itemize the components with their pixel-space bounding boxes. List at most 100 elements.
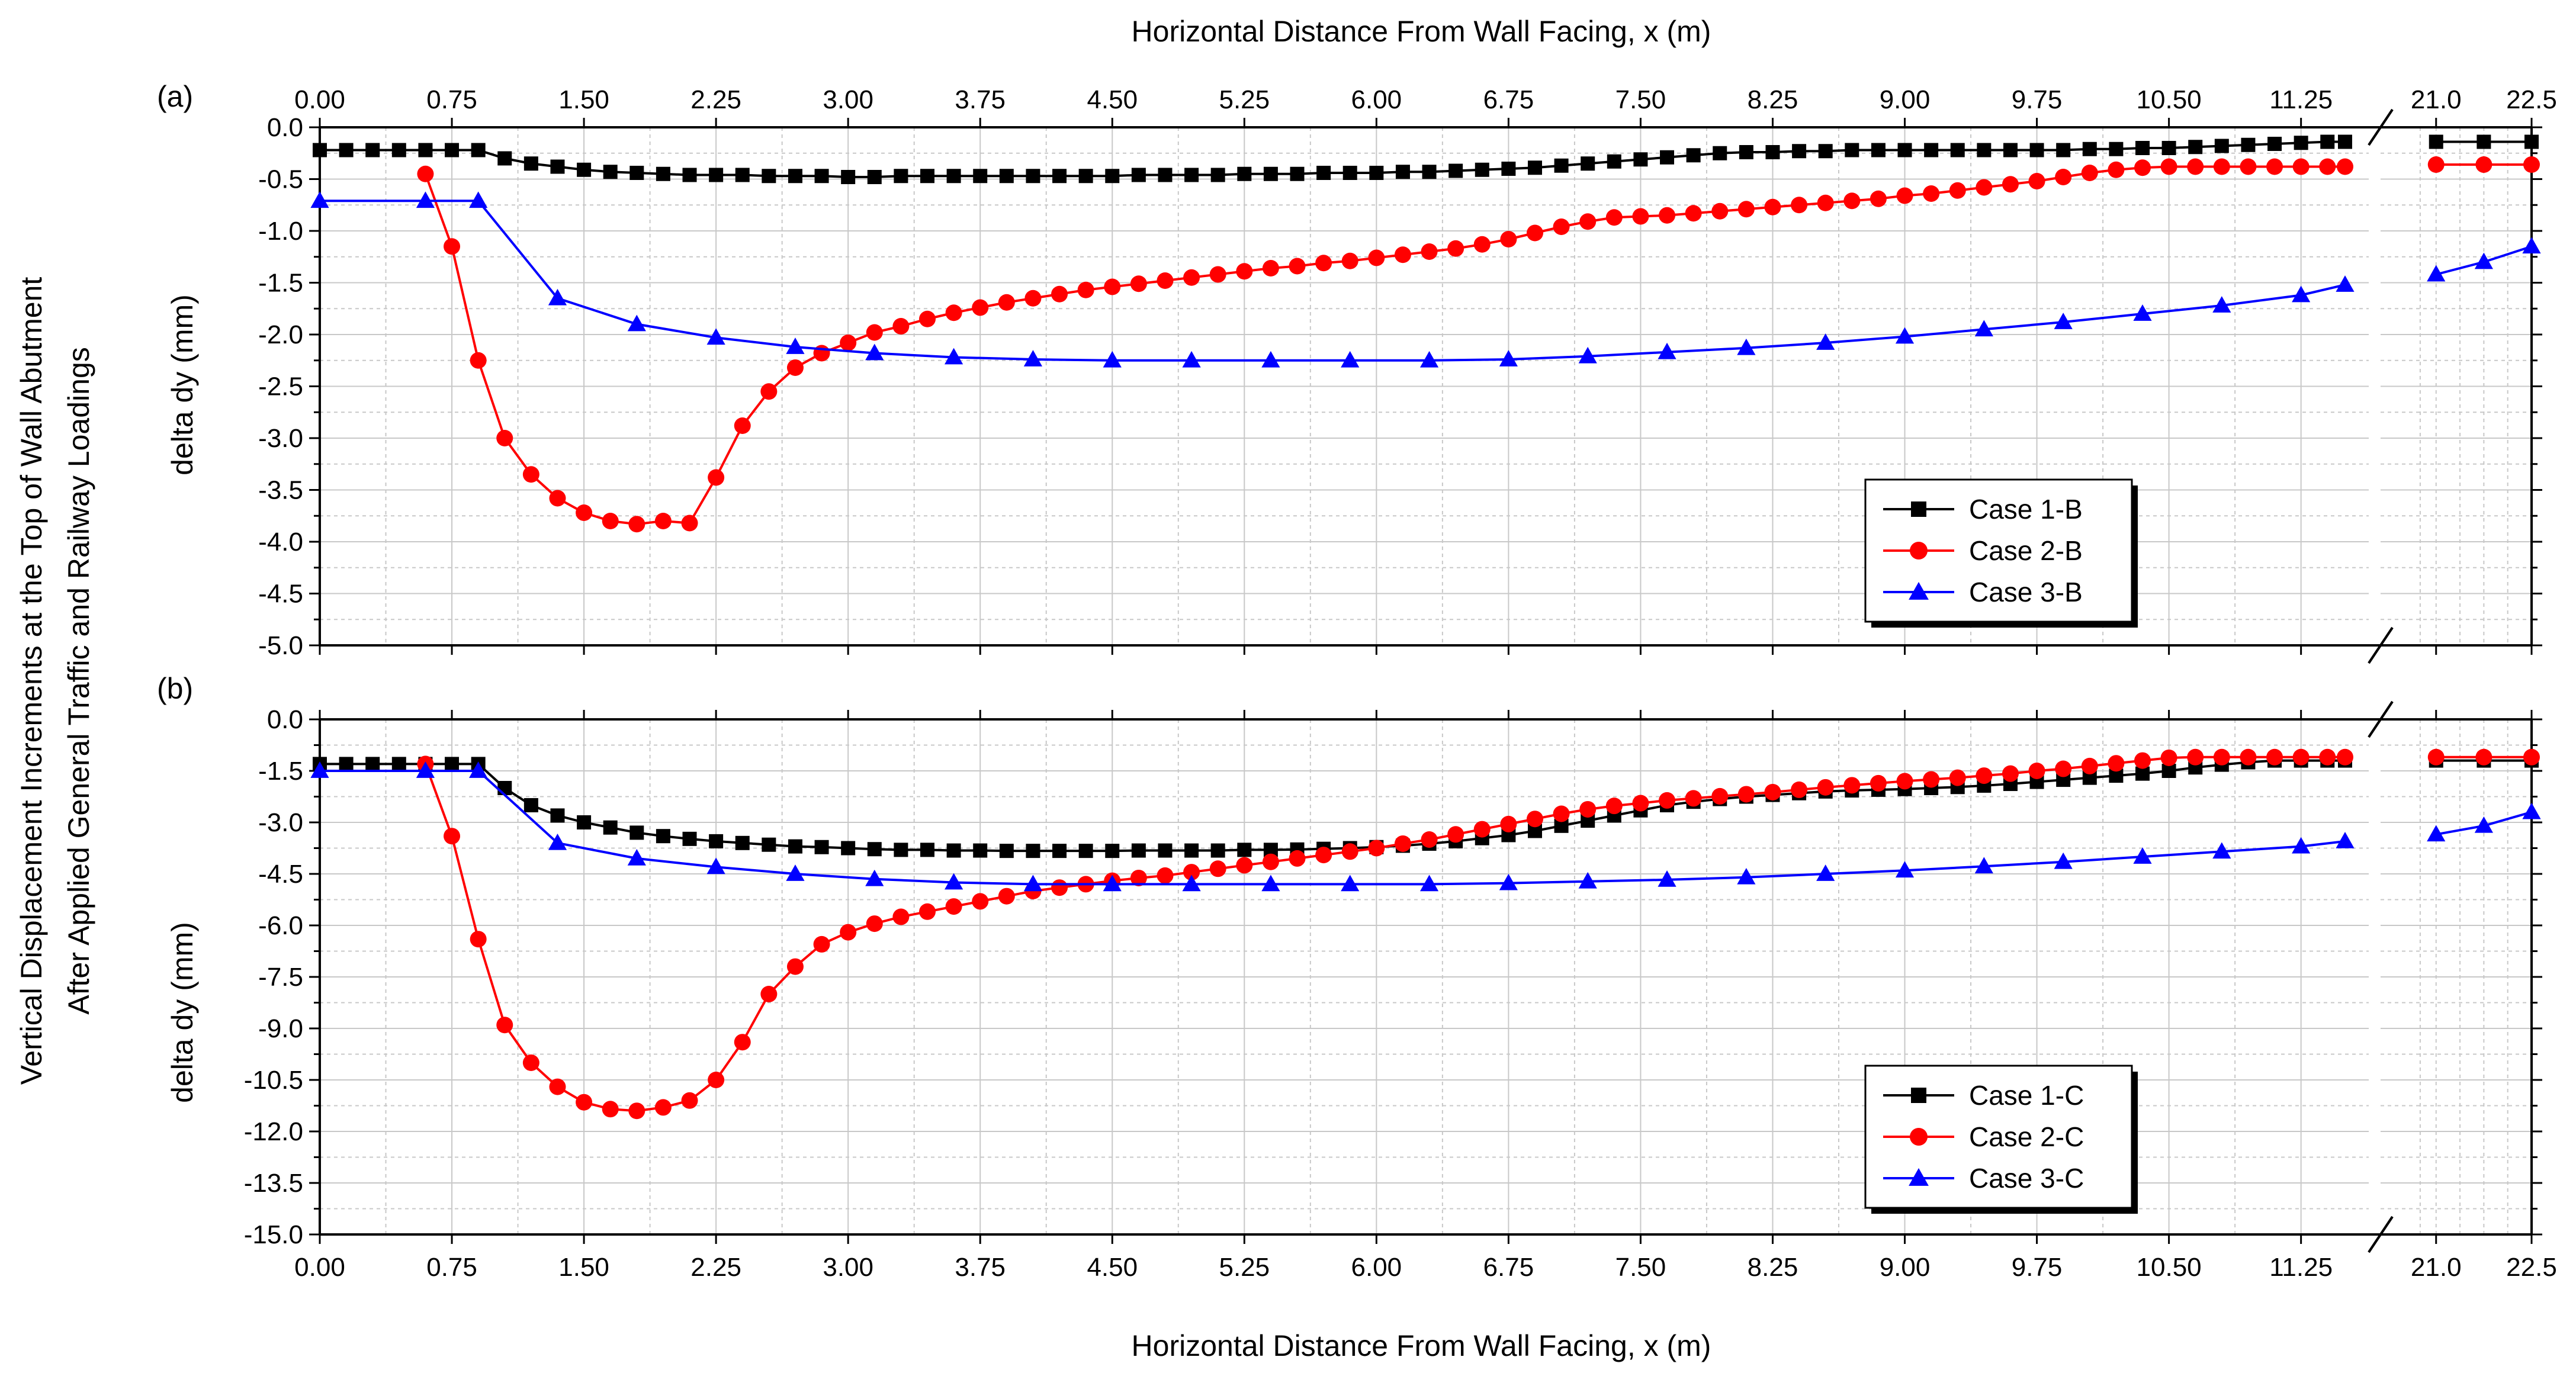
panel-b-label: (b)	[157, 672, 193, 705]
legend-entry-case-1-c-marker	[1911, 1088, 1926, 1103]
series-case-2-c-point	[1157, 867, 1174, 884]
series-case-2-b-point	[2427, 156, 2445, 173]
series-case-2-b-point	[1632, 208, 1649, 225]
series-case-2-c-point	[522, 1054, 539, 1071]
legend-entry-case-3-c-marker	[1909, 1168, 1929, 1186]
series-case-2-c-point	[1236, 857, 1253, 874]
x-tick-label-top: 9.00	[1880, 85, 1931, 114]
series-case-1-b-point	[1422, 165, 1437, 179]
series-case-3-b-point	[1816, 333, 1835, 350]
series-case-2-b-point	[1870, 190, 1887, 207]
series-case-2-b-point	[1817, 194, 1834, 211]
series-case-2-b-point	[2134, 159, 2151, 176]
series-case-2-b-point	[1341, 252, 1358, 269]
series-case-1-c-point	[946, 843, 961, 858]
series-case-3-b-point	[2212, 296, 2231, 313]
axis-break-mark	[2368, 626, 2394, 664]
series-case-3-c-point	[2427, 825, 2446, 842]
series-case-1-c-point	[1184, 843, 1199, 858]
series-case-3-b-point	[2474, 252, 2493, 269]
series-case-1-b-point	[920, 169, 934, 184]
series-case-2-b-point	[1315, 255, 1332, 272]
series-case-2-c-point	[1262, 853, 1279, 870]
series-case-2-b-point	[2108, 161, 2125, 178]
series-case-1-c-point	[2161, 764, 2176, 778]
series-case-2-b-point	[1051, 285, 1068, 303]
series-case-2-c-point	[2028, 763, 2045, 779]
series-case-2-b-point	[760, 383, 778, 400]
series-case-1-c-point	[682, 831, 697, 846]
series-case-2-b-point	[2292, 158, 2310, 175]
y-tick-label: -2.5	[258, 372, 303, 401]
series-case-3-c-point	[865, 869, 884, 886]
series-case-2-c-point	[1685, 790, 1702, 807]
series-case-2-c-point	[628, 1102, 645, 1120]
series-case-2-b-point	[1024, 290, 1042, 307]
series-case-2-b-point	[1605, 209, 1623, 226]
y-tick-label: -1.5	[258, 269, 303, 298]
y-tick-label: -15.0	[244, 1220, 303, 1249]
y-tick-label: -0.5	[258, 165, 303, 194]
series-case-2-c-point	[2134, 752, 2151, 769]
series-case-3-b-point	[1499, 350, 1518, 366]
legend-entry-case-3-b-label: Case 3-B	[1969, 577, 2083, 607]
series-case-2-c-point	[2108, 755, 2125, 772]
series-case-2-b-point	[1737, 201, 1755, 218]
series-case-1-c-point	[788, 839, 802, 854]
y-tick-label: -3.5	[258, 476, 303, 505]
x-tick-label-bottom: 4.50	[1087, 1253, 1138, 1282]
series-case-1-c-point	[445, 757, 460, 771]
series-case-2-c-point	[840, 924, 857, 941]
series-case-3-b-point	[1895, 327, 1915, 344]
panel-b-series	[310, 748, 2541, 1120]
series-case-3-c-point	[1578, 872, 1597, 889]
series-case-1-b-point	[523, 156, 538, 171]
series-case-1-b-point	[1369, 166, 1384, 180]
series-case-2-c-point	[813, 935, 830, 953]
series-case-2-b-point	[2081, 165, 2098, 181]
series-case-2-b-point	[1104, 278, 1121, 295]
series-case-2-c-point	[1659, 792, 1676, 809]
series-case-2-b-point	[1949, 182, 1966, 199]
series-case-1-b-point	[2161, 141, 2176, 155]
series-case-1-b-point	[735, 168, 750, 182]
legend-entry-case-2-b-marker	[1910, 542, 1928, 560]
series-case-3-c-point	[548, 833, 567, 850]
series-case-1-b-point	[1184, 168, 1199, 182]
series-case-1-b-point	[894, 169, 908, 184]
series-case-3-c-point	[416, 761, 435, 778]
series-case-3-c-point	[2212, 842, 2231, 859]
series-case-3-b-point	[1578, 346, 1597, 364]
y-tick-label: -9.0	[258, 1014, 303, 1043]
series-case-1-c-point	[1237, 843, 1252, 857]
series-case-3-b-point	[416, 191, 435, 208]
series-case-1-b-point	[2320, 134, 2335, 149]
x-tick-label-bottom: 9.00	[1880, 1253, 1931, 1282]
series-case-1-b-point	[1871, 143, 1886, 157]
series-case-3-b-point	[1103, 351, 1122, 368]
series-case-1-c-point	[973, 843, 988, 858]
series-case-2-b-point	[2337, 158, 2353, 175]
series-case-2-c-point	[1051, 879, 1068, 896]
x-tick-label-top: 2.25	[690, 85, 741, 114]
series-case-1-c-point	[920, 843, 934, 857]
series-case-1-b-point	[2003, 143, 2018, 157]
series-case-2-b-point	[1209, 266, 1226, 283]
panel-a-y-axis-label: delta dy (mm)	[166, 294, 199, 475]
series-case-1-b-point	[1554, 158, 1569, 173]
legend-entry-case-1-c-label: Case 1-C	[1969, 1080, 2084, 1111]
series-case-1-b-point	[1818, 144, 1833, 159]
series-case-2-b-point	[549, 490, 566, 507]
series-case-2-c-point	[998, 888, 1015, 905]
series-case-2-c-point	[1764, 783, 1781, 800]
series-case-2-b-point	[945, 304, 962, 321]
y-axis-title-line2: After Applied General Traffic and Railwa…	[62, 347, 95, 1015]
series-case-2-c-point	[1368, 840, 1385, 857]
series-case-1-b-point	[1448, 163, 1463, 178]
series-case-2-b-point	[576, 504, 593, 521]
series-case-1-c-point	[603, 820, 618, 835]
series-case-1-b-point	[1950, 143, 1965, 157]
x-tick-label-bottom: 3.75	[955, 1253, 1006, 1282]
series-case-1-c-point	[497, 781, 512, 795]
axis-break-mark	[2368, 1216, 2394, 1253]
